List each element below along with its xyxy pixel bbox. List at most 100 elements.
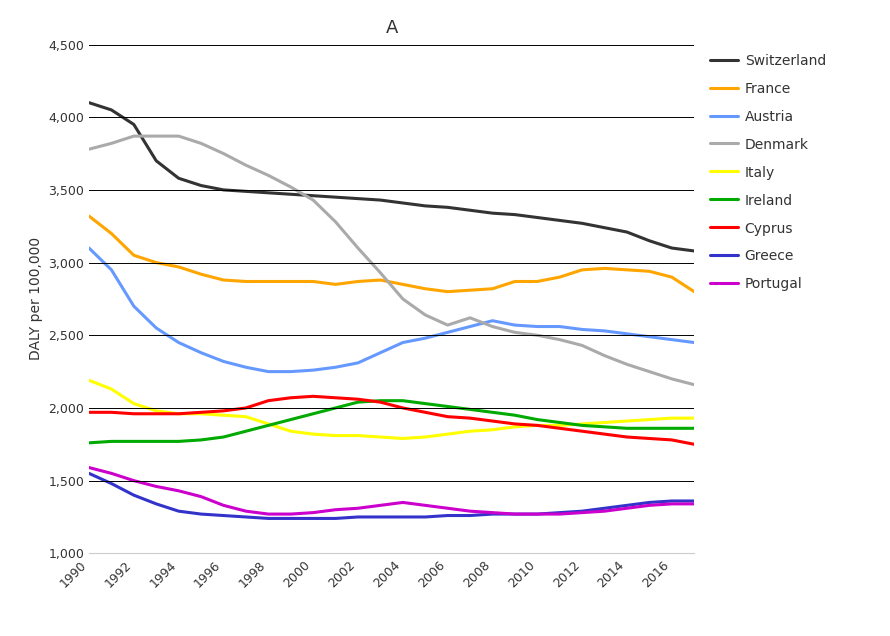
Cyprus bbox=[128, 410, 139, 418]
Italy bbox=[263, 420, 273, 428]
France bbox=[398, 280, 409, 288]
Switzerland bbox=[128, 121, 139, 128]
France bbox=[375, 276, 385, 284]
Portugal bbox=[352, 504, 363, 512]
Switzerland bbox=[510, 211, 521, 218]
Cyprus bbox=[510, 420, 521, 428]
Greece bbox=[106, 480, 117, 487]
Ireland bbox=[398, 397, 409, 404]
France bbox=[218, 276, 229, 284]
Ireland bbox=[106, 438, 117, 445]
Italy bbox=[352, 432, 363, 439]
Greece bbox=[644, 499, 655, 506]
Denmark bbox=[667, 375, 677, 383]
Ireland bbox=[352, 398, 363, 406]
Greece bbox=[420, 513, 431, 521]
Italy bbox=[196, 410, 206, 418]
France bbox=[240, 278, 251, 286]
Ireland bbox=[330, 404, 341, 411]
Cyprus bbox=[352, 396, 363, 403]
Denmark bbox=[398, 295, 409, 303]
Austria bbox=[442, 329, 453, 336]
Ireland bbox=[510, 411, 521, 419]
Austria bbox=[487, 317, 498, 324]
Cyprus bbox=[689, 441, 700, 448]
Austria bbox=[106, 266, 117, 273]
Austria bbox=[308, 366, 319, 374]
Denmark bbox=[218, 149, 229, 157]
Cyprus bbox=[106, 408, 117, 416]
Switzerland bbox=[352, 195, 363, 202]
France bbox=[644, 268, 655, 275]
Ireland bbox=[644, 424, 655, 432]
Denmark bbox=[128, 132, 139, 140]
Cyprus bbox=[174, 410, 184, 418]
Denmark bbox=[240, 162, 251, 169]
Denmark bbox=[510, 329, 521, 336]
Switzerland bbox=[577, 219, 587, 227]
Ireland bbox=[442, 403, 453, 410]
Denmark bbox=[263, 172, 273, 179]
Cyprus bbox=[644, 434, 655, 442]
Austria bbox=[554, 322, 565, 330]
France bbox=[84, 212, 94, 220]
Y-axis label: DALY per 100,000: DALY per 100,000 bbox=[28, 237, 43, 361]
France bbox=[577, 266, 587, 273]
Denmark bbox=[308, 197, 319, 204]
Greece bbox=[621, 502, 632, 509]
Ireland bbox=[286, 416, 296, 424]
Switzerland bbox=[218, 186, 229, 194]
Switzerland bbox=[465, 207, 475, 214]
Ireland bbox=[151, 438, 162, 445]
Denmark bbox=[174, 132, 184, 140]
Portugal bbox=[510, 510, 521, 518]
Denmark bbox=[621, 361, 632, 368]
Cyprus bbox=[621, 433, 632, 441]
Portugal bbox=[128, 477, 139, 485]
Greece bbox=[487, 510, 498, 518]
Portugal bbox=[151, 483, 162, 490]
Greece bbox=[532, 510, 543, 518]
Portugal bbox=[621, 504, 632, 512]
Greece bbox=[286, 515, 296, 522]
Denmark bbox=[375, 269, 385, 277]
Switzerland bbox=[263, 189, 273, 197]
Cyprus bbox=[442, 413, 453, 420]
Switzerland bbox=[599, 224, 610, 232]
Ireland bbox=[465, 406, 475, 413]
Austria bbox=[375, 349, 385, 357]
Portugal bbox=[689, 500, 700, 508]
Line: Denmark: Denmark bbox=[89, 136, 694, 385]
Austria bbox=[398, 339, 409, 347]
Greece bbox=[84, 469, 94, 477]
France bbox=[599, 265, 610, 272]
Austria bbox=[510, 321, 521, 329]
Italy bbox=[420, 433, 431, 441]
Portugal bbox=[667, 500, 677, 508]
Italy bbox=[577, 420, 587, 428]
Austria bbox=[577, 326, 587, 333]
Greece bbox=[196, 510, 206, 518]
Austria bbox=[599, 327, 610, 335]
Greece bbox=[128, 492, 139, 499]
Switzerland bbox=[330, 193, 341, 201]
Switzerland bbox=[174, 174, 184, 182]
Line: Greece: Greece bbox=[89, 473, 694, 518]
Greece bbox=[465, 512, 475, 520]
Italy bbox=[151, 407, 162, 415]
Ireland bbox=[577, 422, 587, 429]
Austria bbox=[218, 357, 229, 365]
Portugal bbox=[330, 506, 341, 513]
Denmark bbox=[577, 342, 587, 349]
Denmark bbox=[554, 336, 565, 343]
Austria bbox=[689, 339, 700, 347]
France bbox=[442, 288, 453, 296]
Ireland bbox=[128, 438, 139, 445]
Switzerland bbox=[644, 237, 655, 245]
Denmark bbox=[106, 139, 117, 147]
France bbox=[196, 270, 206, 278]
Italy bbox=[667, 414, 677, 422]
Switzerland bbox=[106, 106, 117, 114]
Greece bbox=[398, 513, 409, 521]
Italy bbox=[442, 431, 453, 438]
